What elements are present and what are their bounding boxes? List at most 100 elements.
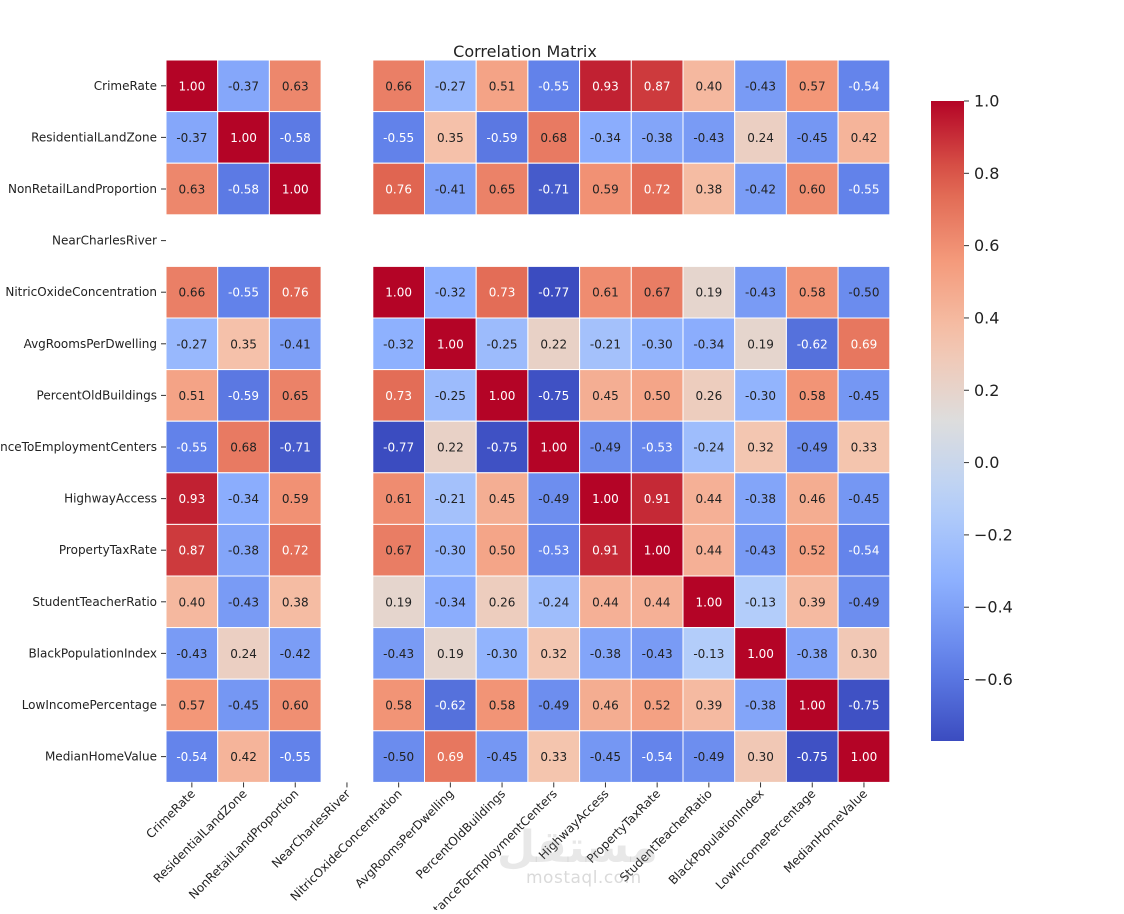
- cell-value-label: -0.21: [590, 337, 621, 351]
- cell-value-label: -0.45: [848, 492, 879, 506]
- cell-value-label: -0.21: [435, 492, 466, 506]
- x-tick-label: ResidentialLandZone: [151, 787, 250, 886]
- cell-value-label: -0.41: [435, 183, 466, 197]
- cell-value-label: 0.60: [282, 699, 309, 713]
- heatmap-cell: [268, 111, 322, 164]
- heatmap-cell: [682, 111, 736, 164]
- heatmap-cell: [475, 111, 529, 164]
- heatmap-cell: [579, 730, 632, 783]
- heatmap-cell: [165, 730, 219, 783]
- cell-value-label: 0.45: [592, 389, 619, 403]
- cell-value-label: -0.75: [487, 441, 518, 455]
- heatmap-cell: [268, 265, 322, 319]
- heatmap-cells: [165, 59, 891, 783]
- heatmap-cell: [837, 317, 891, 371]
- colorbar-tick-label: −0.2: [974, 525, 1013, 544]
- colorbar-tick-label: 0.0: [974, 453, 999, 472]
- heatmap-cell: [372, 111, 425, 164]
- heatmap-cell: [785, 59, 839, 113]
- cell-value-label: -0.59: [228, 389, 259, 403]
- cell-value-label: -0.34: [590, 131, 621, 145]
- cell-value-label: 1.00: [437, 337, 464, 351]
- cell-value-label: 0.35: [230, 337, 257, 351]
- heatmap-cell: [734, 678, 787, 732]
- cell-value-label: 0.32: [747, 441, 774, 455]
- cell-value-label: -0.71: [538, 183, 569, 197]
- cell-value-label: 0.65: [282, 389, 309, 403]
- cell-value-label: -0.49: [693, 750, 724, 764]
- cell-value-label: 0.35: [437, 131, 464, 145]
- heatmap-cell: [527, 420, 581, 474]
- heatmap-cell: [268, 575, 322, 629]
- heatmap-cell: [527, 317, 581, 371]
- heatmap-cell: [785, 627, 839, 680]
- heatmap-cell: [424, 420, 477, 474]
- cell-value-label: 1.00: [540, 441, 567, 455]
- cell-value-label: -0.27: [176, 337, 207, 351]
- heatmap-cell: [734, 575, 787, 629]
- heatmap-cell: [268, 420, 322, 474]
- cell-value-label: 0.30: [851, 647, 878, 661]
- heatmap-cell: [372, 317, 425, 371]
- y-tick-label: PercentOldBuildings: [37, 388, 157, 402]
- cell-value-label: 0.87: [644, 79, 671, 93]
- cell-value-label: -0.77: [538, 286, 569, 300]
- heatmap-cell: [579, 678, 632, 732]
- cell-value-label: -0.34: [693, 337, 724, 351]
- cell-value-label: 0.91: [592, 544, 619, 558]
- cell-value-label: 0.24: [230, 647, 257, 661]
- chart-title: Correlation Matrix: [453, 42, 597, 61]
- heatmap-cell: [579, 162, 632, 216]
- heatmap-cell: [372, 678, 425, 732]
- heatmap-cell: [785, 472, 839, 525]
- x-tick-label: NonRetailLandProportion: [186, 787, 301, 902]
- colorbar-tick-label: −0.4: [974, 598, 1013, 617]
- heatmap-cell: [837, 678, 891, 732]
- heatmap-cell: [734, 523, 787, 577]
- heatmap-cell: [475, 575, 529, 629]
- heatmap-cell: [217, 59, 270, 113]
- colorbar-gradient: [931, 101, 964, 741]
- y-tick-label: AvgRoomsPerDwelling: [24, 337, 157, 351]
- cell-value-label: -0.75: [848, 699, 879, 713]
- cell-value-label: -0.55: [280, 750, 311, 764]
- heatmap-cell: [630, 420, 684, 474]
- x-tick-label: PercentOldBuildings: [413, 787, 508, 882]
- y-tick-label: DistanceToEmploymentCenters: [0, 440, 157, 454]
- heatmap-cell: [475, 730, 529, 783]
- cell-value-label: -0.77: [383, 441, 414, 455]
- heatmap-cell: [734, 369, 787, 422]
- cell-value-label: -0.13: [745, 595, 776, 609]
- x-tick-label: CrimeRate: [143, 787, 198, 842]
- cell-value-label: 0.51: [489, 79, 516, 93]
- heatmap-cell: [217, 678, 270, 732]
- cell-value-label: -0.54: [848, 544, 879, 558]
- cell-value-label: -0.32: [383, 337, 414, 351]
- y-tick-label: NitricOxideConcentration: [5, 285, 157, 299]
- cell-value-label: 0.58: [799, 389, 826, 403]
- cell-value-label: -0.30: [487, 647, 518, 661]
- cell-value-label: -0.45: [590, 750, 621, 764]
- cell-value-label: 0.52: [799, 544, 826, 558]
- y-tick-label: ResidentialLandZone: [31, 130, 157, 144]
- colorbar-tick-label: 1.0: [974, 92, 999, 111]
- heatmap-cell: [837, 730, 891, 783]
- cell-value-label: -0.55: [176, 441, 207, 455]
- heatmap-cell: [217, 162, 270, 216]
- cell-value-label: 0.66: [385, 79, 412, 93]
- cell-value-label: -0.43: [228, 595, 259, 609]
- heatmap-cell: [734, 472, 787, 525]
- cell-value-label: 0.68: [230, 441, 257, 455]
- cell-value-label: 0.69: [437, 750, 464, 764]
- heatmap-cell: [475, 678, 529, 732]
- cell-value-label: -0.32: [435, 286, 466, 300]
- heatmap-cell: [785, 523, 839, 577]
- heatmap-cell: [837, 627, 891, 680]
- cell-value-label: -0.45: [228, 699, 259, 713]
- cell-value-label: 0.44: [695, 544, 722, 558]
- heatmap-cell: [372, 420, 425, 474]
- y-tick-label: NearCharlesRiver: [52, 234, 157, 248]
- colorbar-tick-label: 0.8: [974, 164, 999, 183]
- cell-value-label: -0.25: [487, 337, 518, 351]
- cell-value-label: 0.73: [385, 389, 412, 403]
